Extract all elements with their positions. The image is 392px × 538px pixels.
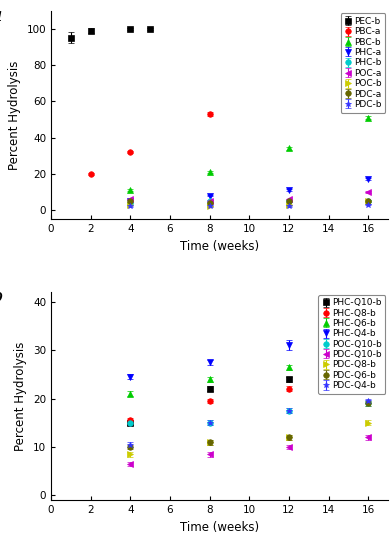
Text: a: a xyxy=(0,6,2,25)
Text: b: b xyxy=(0,288,3,306)
Legend: PHC-Q10-b, PHC-Q8-b, PHC-Q6-b, PHC-Q4-b, POC-Q10-b, PDC-Q10-b, PDC-Q8-b, PDC-Q6-: PHC-Q10-b, PHC-Q8-b, PHC-Q6-b, PHC-Q4-b,… xyxy=(318,295,385,394)
X-axis label: Time (weeks): Time (weeks) xyxy=(180,521,259,534)
X-axis label: Time (weeks): Time (weeks) xyxy=(180,239,259,252)
Legend: PEC-b, PBC-a, PBC-b, PHC-a, PHC-b, POC-a, POC-b, PDC-a, PDC-b: PEC-b, PBC-a, PBC-b, PHC-a, PHC-b, POC-a… xyxy=(341,13,385,112)
Y-axis label: Percent Hydrolysis: Percent Hydrolysis xyxy=(15,342,27,451)
Y-axis label: Percent Hydrolysis: Percent Hydrolysis xyxy=(8,60,21,169)
